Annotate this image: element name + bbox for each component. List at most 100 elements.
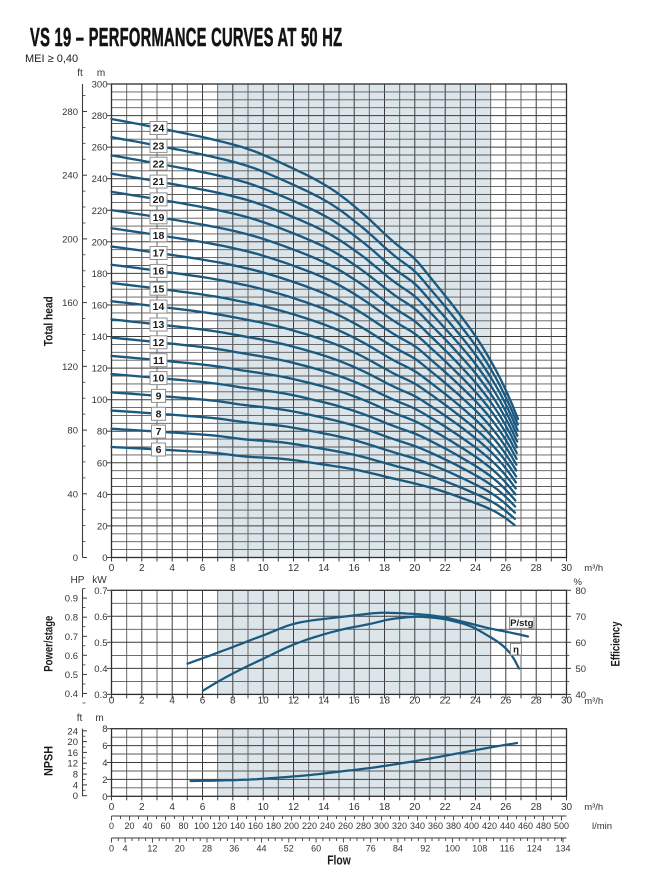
svg-text:26: 26	[500, 696, 512, 707]
svg-text:0.4: 0.4	[94, 664, 107, 675]
svg-text:380: 380	[446, 821, 461, 831]
svg-text:VS 19 – PERFORMANCE CURVES AT: VS 19 – PERFORMANCE CURVES AT 50 HZ	[30, 24, 342, 52]
svg-text:240: 240	[92, 174, 108, 185]
svg-text:0: 0	[73, 791, 78, 802]
svg-text:26: 26	[500, 563, 512, 574]
svg-text:40: 40	[67, 489, 78, 500]
svg-text:18: 18	[379, 696, 391, 707]
svg-text:320: 320	[392, 821, 407, 831]
svg-text:15: 15	[153, 283, 165, 295]
svg-text:26: 26	[500, 802, 512, 813]
svg-text:120: 120	[92, 364, 108, 375]
svg-text:14: 14	[318, 696, 330, 707]
svg-text:8: 8	[230, 696, 236, 707]
svg-text:0.4: 0.4	[65, 689, 78, 700]
svg-text:4: 4	[73, 780, 78, 791]
svg-text:18: 18	[153, 230, 165, 242]
svg-text:84: 84	[393, 844, 403, 854]
svg-text:14: 14	[318, 563, 330, 574]
svg-text:160: 160	[62, 298, 78, 309]
svg-text:340: 340	[410, 821, 425, 831]
svg-text:76: 76	[366, 844, 376, 854]
svg-text:20: 20	[124, 821, 134, 831]
svg-text:6: 6	[200, 696, 206, 707]
svg-text:12: 12	[67, 759, 78, 770]
svg-text:6: 6	[156, 444, 162, 456]
svg-text:0: 0	[109, 844, 114, 854]
svg-text:m: m	[97, 68, 105, 79]
svg-text:220: 220	[92, 206, 108, 217]
svg-text:NPSH: NPSH	[42, 746, 56, 776]
svg-text:0: 0	[102, 553, 107, 564]
svg-text:500: 500	[554, 821, 569, 831]
svg-text:30: 30	[561, 802, 573, 813]
svg-text:280: 280	[62, 107, 78, 118]
svg-text:460: 460	[518, 821, 533, 831]
svg-text:12: 12	[288, 802, 300, 813]
svg-text:l/min: l/min	[592, 821, 612, 832]
svg-text:18: 18	[379, 563, 391, 574]
svg-text:7: 7	[156, 426, 162, 438]
svg-text:24: 24	[153, 123, 165, 135]
svg-text:0.5: 0.5	[94, 638, 107, 649]
svg-text:124: 124	[527, 844, 542, 854]
svg-text:40: 40	[97, 490, 108, 501]
svg-text:360: 360	[428, 821, 443, 831]
svg-text:28: 28	[531, 802, 543, 813]
svg-text:8: 8	[156, 408, 162, 420]
svg-text:480: 480	[536, 821, 551, 831]
svg-text:Efficiency: Efficiency	[611, 621, 623, 666]
svg-text:280: 280	[92, 111, 108, 122]
svg-text:ft: ft	[77, 713, 83, 724]
svg-text:12: 12	[288, 696, 300, 707]
svg-text:420: 420	[482, 821, 497, 831]
svg-text:60: 60	[160, 821, 170, 831]
svg-text:220: 220	[302, 821, 317, 831]
svg-text:8: 8	[230, 802, 236, 813]
svg-text:11: 11	[153, 355, 164, 367]
svg-text:HP: HP	[71, 575, 85, 586]
svg-text:200: 200	[284, 821, 299, 831]
svg-text:η: η	[513, 645, 519, 656]
svg-text:2: 2	[139, 563, 145, 574]
svg-text:60: 60	[576, 638, 587, 649]
svg-text:Power/stage: Power/stage	[44, 616, 56, 672]
svg-text:23: 23	[153, 141, 165, 153]
svg-text:16: 16	[153, 266, 165, 278]
svg-text:0.6: 0.6	[94, 612, 107, 623]
svg-text:4: 4	[169, 563, 175, 574]
svg-text:24: 24	[470, 696, 482, 707]
svg-text:36: 36	[229, 844, 239, 854]
svg-text:52: 52	[284, 844, 294, 854]
svg-text:0: 0	[102, 792, 107, 803]
svg-text:120: 120	[212, 821, 227, 831]
svg-text:0.5: 0.5	[65, 670, 78, 681]
svg-text:0: 0	[73, 553, 78, 564]
svg-text:60: 60	[97, 458, 108, 469]
svg-text:m³/h: m³/h	[584, 696, 603, 707]
svg-text:100: 100	[445, 844, 460, 854]
svg-text:16: 16	[349, 563, 361, 574]
svg-text:108: 108	[472, 844, 487, 854]
svg-text:300: 300	[374, 821, 389, 831]
svg-text:260: 260	[338, 821, 353, 831]
svg-text:12: 12	[288, 563, 300, 574]
svg-text:200: 200	[62, 234, 78, 245]
svg-text:180: 180	[266, 821, 281, 831]
svg-text:10: 10	[258, 563, 270, 574]
svg-text:20: 20	[153, 194, 165, 206]
svg-text:ft: ft	[77, 68, 83, 79]
svg-text:8: 8	[230, 563, 236, 574]
svg-text:400: 400	[464, 821, 479, 831]
svg-text:80: 80	[67, 426, 78, 437]
svg-text:2: 2	[102, 775, 107, 786]
svg-text:0.7: 0.7	[94, 586, 107, 597]
svg-text:4: 4	[102, 758, 107, 769]
svg-text:0.6: 0.6	[65, 651, 78, 662]
svg-text:10: 10	[258, 802, 270, 813]
svg-text:20: 20	[67, 737, 78, 748]
svg-text:22: 22	[153, 158, 165, 170]
svg-text:16: 16	[349, 802, 361, 813]
svg-text:440: 440	[500, 821, 515, 831]
svg-text:m³/h: m³/h	[584, 563, 603, 574]
